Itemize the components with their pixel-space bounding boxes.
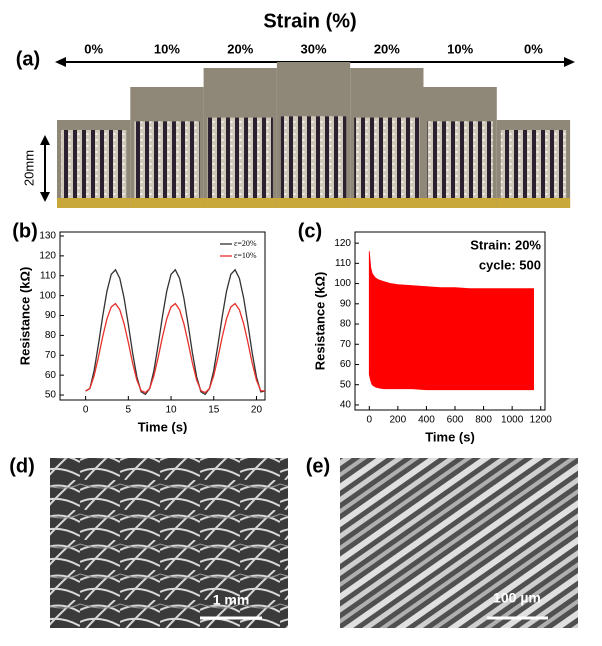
photo-base xyxy=(130,198,204,208)
photo-base xyxy=(423,198,497,208)
photo-base xyxy=(496,198,571,208)
y-tick-label: 120 xyxy=(334,238,351,249)
y-tick-label: 40 xyxy=(340,400,352,411)
sem-image xyxy=(50,458,288,628)
y-tick-label: 110 xyxy=(40,270,56,281)
y-tick-label: 90 xyxy=(45,310,57,321)
x-tick-label: 20 xyxy=(251,405,263,416)
y-tick-label: 100 xyxy=(334,278,351,289)
fabric xyxy=(500,130,567,198)
y-tick-label: 50 xyxy=(340,379,352,390)
y-tick-label: 70 xyxy=(340,339,352,350)
annotation: Strain: 20% xyxy=(470,237,541,252)
x-axis-title: Time (s) xyxy=(138,419,188,434)
panel-label: (d) xyxy=(9,455,35,477)
photo-base xyxy=(203,198,277,208)
x-tick-label: 1200 xyxy=(530,415,553,426)
y-tick-label: 100 xyxy=(39,290,56,301)
fabric xyxy=(427,121,493,198)
y-tick-label: 130 xyxy=(39,231,56,242)
strain-label: 20% xyxy=(227,41,253,56)
plot-frame xyxy=(354,231,546,411)
series-line xyxy=(85,302,266,394)
y-tick-label: 60 xyxy=(45,370,57,381)
y-tick-label: 80 xyxy=(340,319,352,330)
strain-label: 20% xyxy=(374,41,400,56)
y-tick-label: 70 xyxy=(45,350,57,361)
y-axis-title: Resistance (kΩ) xyxy=(17,267,32,366)
panel-label: (b) xyxy=(12,220,38,242)
panel-label: (e) xyxy=(306,455,330,477)
x-tick-label: 0 xyxy=(83,405,89,416)
y-tick-label: 60 xyxy=(340,359,352,370)
fabric xyxy=(207,117,273,198)
photo-base xyxy=(276,198,351,208)
sem-image xyxy=(340,458,578,628)
series-line xyxy=(85,268,266,396)
strain-label: 10% xyxy=(154,41,180,56)
strain-label: 0% xyxy=(84,41,103,56)
y-tick-label: 50 xyxy=(45,390,57,401)
x-tick-label: 200 xyxy=(390,415,407,426)
legend-label: ε=10% xyxy=(234,251,257,260)
y-tick-label: 110 xyxy=(335,258,351,269)
y-tick-label: 120 xyxy=(39,250,56,261)
fabric xyxy=(280,116,347,198)
fabric xyxy=(61,130,127,198)
scale-label: 1 mm xyxy=(213,592,250,608)
y-tick-label: 80 xyxy=(45,330,57,341)
x-axis-title: Time (s) xyxy=(425,429,475,444)
panel-label: (c) xyxy=(298,220,322,242)
x-tick-label: 5 xyxy=(126,405,132,416)
panel-label: (a) xyxy=(16,48,40,70)
strain-label: 30% xyxy=(301,41,327,56)
strain-label: 0% xyxy=(524,41,543,56)
x-tick-label: 15 xyxy=(208,405,220,416)
legend-label: ε=20% xyxy=(234,239,257,248)
fabric xyxy=(354,117,420,198)
y-tick-label: 90 xyxy=(340,298,352,309)
annotation: cycle: 500 xyxy=(479,257,541,272)
photo-base xyxy=(57,198,131,208)
photos xyxy=(57,62,571,208)
strain-title: Strain (%) xyxy=(263,10,356,32)
strain-label: 10% xyxy=(447,41,473,56)
x-tick-label: 0 xyxy=(367,415,373,426)
scale-label: 100 µm xyxy=(493,590,541,606)
length-arrow xyxy=(40,135,50,202)
x-tick-label: 10 xyxy=(165,405,177,416)
x-tick-label: 1000 xyxy=(501,415,524,426)
length-label: 20mm xyxy=(21,150,36,186)
y-axis-title: Resistance (kΩ) xyxy=(312,272,327,371)
cycle-band xyxy=(368,251,534,391)
x-tick-label: 800 xyxy=(475,415,492,426)
photo-base xyxy=(350,198,424,208)
x-tick-label: 600 xyxy=(447,415,464,426)
x-tick-label: 400 xyxy=(418,415,435,426)
fabric xyxy=(134,121,200,198)
